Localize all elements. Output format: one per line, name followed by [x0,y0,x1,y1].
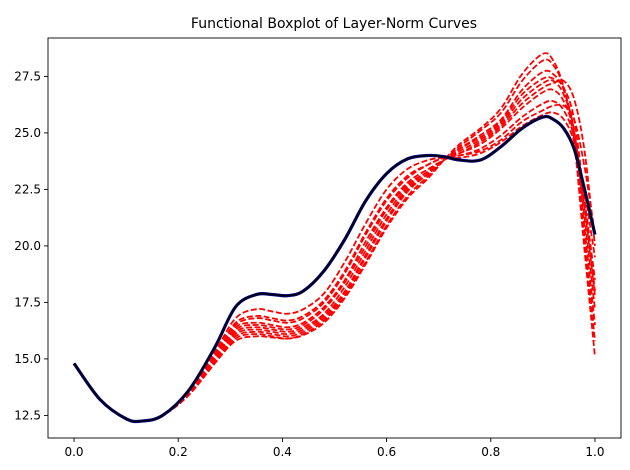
x-tick-label: 0.4 [273,445,292,459]
x-tick-label: 1.0 [585,445,604,459]
y-tick-label: 15.0 [14,352,41,366]
x-tick-label: 0.6 [377,445,396,459]
x-tick-label: 0.0 [64,445,83,459]
y-tick-label: 12.5 [14,408,41,422]
x-tick-label: 0.8 [481,445,500,459]
y-tick-label: 17.5 [14,295,41,309]
y-tick-label: 20.0 [14,239,41,253]
outlier-curve-7 [73,52,596,423]
y-tick-label: 22.5 [14,182,41,196]
x-tick-label: 0.2 [169,445,188,459]
outlier-curve-10 [73,76,596,423]
plot-frame [47,37,622,439]
chart-title: Functional Boxplot of Layer-Norm Curves [191,16,477,32]
y-tick-label: 25.0 [14,126,41,140]
y-tick-label: 27.5 [14,69,41,83]
median-curve [73,115,596,423]
